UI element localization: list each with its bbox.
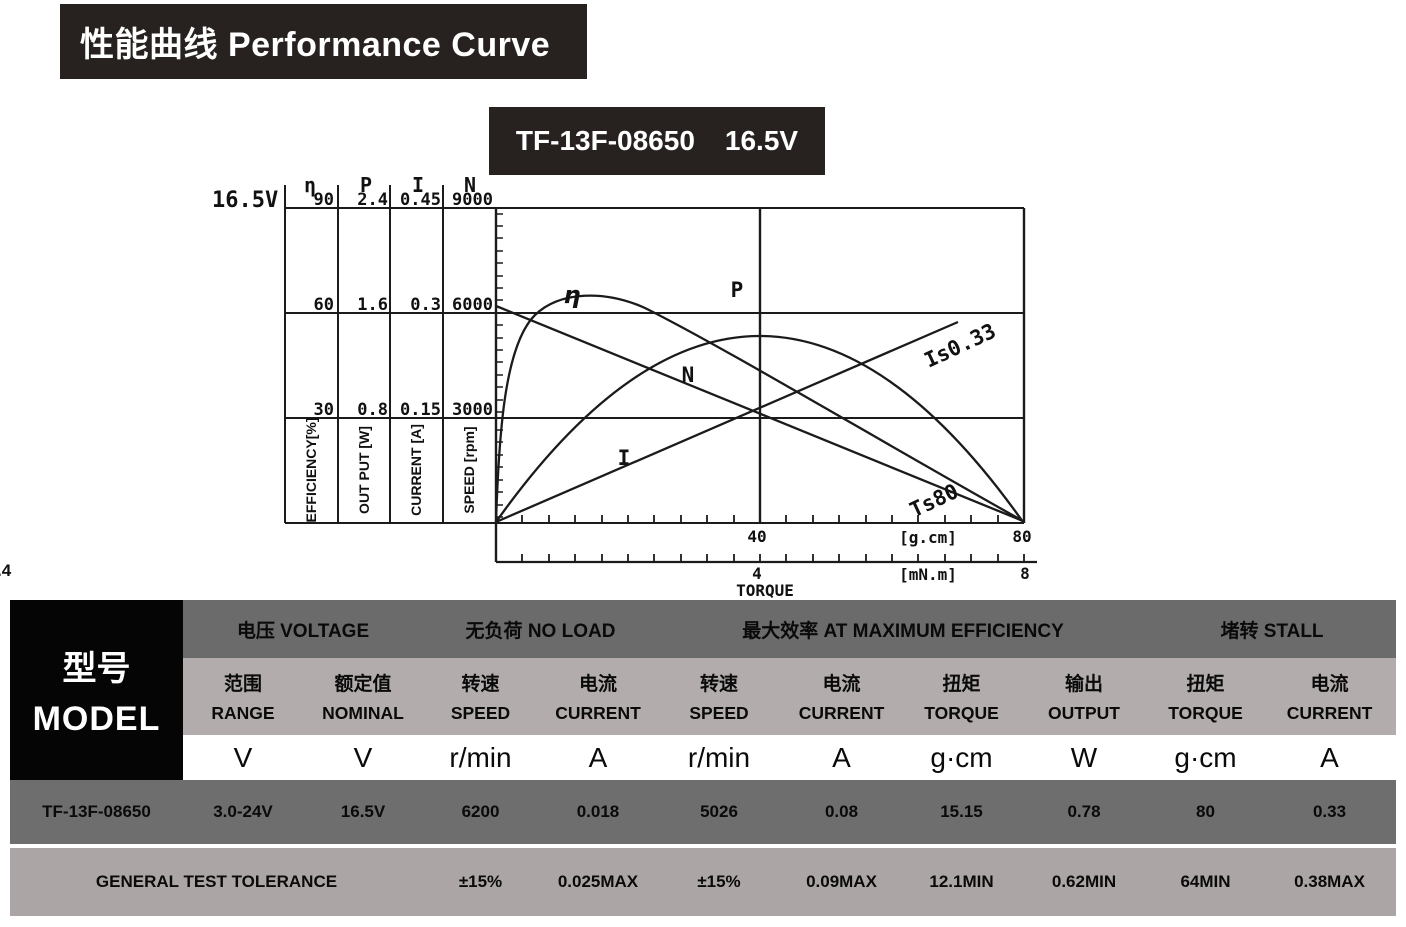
torque-mnm-ticks	[521, 554, 1025, 562]
scale-table-lines	[284, 185, 1024, 524]
colhead-me-torque: 扭矩 TORQUE	[903, 658, 1020, 735]
tol-me-output: 0.62MIN	[1020, 848, 1148, 916]
curves	[494, 294, 1024, 524]
curve-speed-n	[495, 304, 1024, 523]
colhead-me-speed: 转速 SPEED	[658, 658, 780, 735]
group-voltage: 电压 VOLTAGE	[183, 600, 423, 658]
tick-p-2_4: 2.4	[357, 190, 388, 210]
val-nl-speed: 6200	[423, 780, 538, 844]
group-no-load: 无负荷 NO LOAD	[423, 600, 658, 658]
tick-n-6000: 6000	[452, 295, 493, 315]
page-title: 性能曲线 Performance Curve	[80, 26, 551, 64]
chart-voltage: 16.5V	[724, 125, 799, 156]
axis-name-current: CURRENT [A]	[408, 424, 424, 516]
unit-me-torque: g·cm	[903, 735, 1020, 780]
tol-st-torque: 64MIN	[1148, 848, 1263, 916]
tick-i-0_45: 0.45	[400, 190, 441, 210]
chart-model-box: TF-13F-08650 16.5V	[489, 107, 825, 175]
label-stall-current: Is0.33	[921, 319, 1000, 373]
tol-me-speed: ±15%	[658, 848, 780, 916]
curve-output-p	[495, 334, 1024, 523]
unit-nominal: V	[303, 735, 423, 780]
tol-me-current: 0.09MAX	[780, 848, 903, 916]
xunit-gcm: [g.cm]	[899, 528, 957, 547]
group-max-efficiency: 最大效率 AT MAXIMUM EFFICIENCY	[658, 600, 1148, 658]
tick-n-3000: 3000	[452, 400, 493, 420]
unit-nl-current: A	[538, 735, 658, 780]
performance-curve-chart: η P I N 16.5V 90 2.4 0.45 9000 60 1.6 0.…	[212, 173, 1037, 600]
tick-n-9000: 9000	[452, 190, 493, 210]
axis-name-speed: SPEED [rpm]	[461, 426, 477, 513]
unit-me-current: A	[780, 735, 903, 780]
unit-me-output: W	[1020, 735, 1148, 780]
tol-me-torque: 12.1MIN	[903, 848, 1020, 916]
tick-i-0_3: 0.3	[410, 295, 441, 315]
spec-table: 型号 MODEL 电压 VOLTAGE 无负荷 NO LOAD 最大效率 AT …	[10, 600, 1396, 916]
tick-eta-60: 60	[314, 295, 334, 315]
model-header-en: MODEL	[32, 700, 161, 738]
label-n-curve: N	[682, 363, 695, 387]
x-axis-title: TORQUE	[736, 581, 794, 600]
tick-p-1_6: 1.6	[357, 295, 388, 315]
xunit-mnm: [mN.m]	[899, 565, 957, 584]
chart-model-number: TF-13F-08650	[515, 125, 695, 156]
colhead-nl-current: 电流 CURRENT	[538, 658, 658, 735]
xtick-4: 4	[752, 564, 762, 583]
colhead-nominal: 额定值 NOMINAL	[303, 658, 423, 735]
label-eta-curve: η	[563, 281, 580, 309]
row-model-number: TF-13F-08650	[10, 780, 183, 844]
label-i-curve: I	[618, 446, 631, 470]
model-header-cn: 型号	[62, 650, 131, 688]
val-me-output: 0.78	[1020, 780, 1148, 844]
val-nl-current: 0.018	[538, 780, 658, 844]
val-me-torque: 15.15	[903, 780, 1020, 844]
label-p-curve: P	[731, 278, 744, 302]
tick-eta-30: 30	[314, 400, 334, 420]
unit-nl-speed: r/min	[423, 735, 538, 780]
colhead-range: 范围 RANGE	[183, 658, 303, 735]
group-stall: 堵转 STALL	[1148, 600, 1396, 658]
plot-border	[494, 208, 1026, 562]
chart-voltage-label: 16.5V	[212, 188, 278, 213]
tick-p-0_8: 0.8	[357, 400, 388, 420]
xtick-80: 80	[1012, 527, 1031, 546]
val-st-torque: 80	[1148, 780, 1263, 844]
tol-nl-current: 0.025MAX	[538, 848, 658, 916]
tick-i-0_15: 0.15	[400, 400, 441, 420]
xtick-40: 40	[747, 527, 766, 546]
val-range: 3.0-24V	[183, 780, 303, 844]
colhead-st-current: 电流 CURRENT	[1263, 658, 1396, 735]
page-title-banner: 性能曲线 Performance Curve	[60, 4, 587, 79]
curve-current-i	[495, 320, 959, 524]
curve-efficiency-eta	[494, 294, 1024, 523]
torque-gcm-ticks	[521, 515, 999, 523]
colhead-st-torque: 扭矩 TORQUE	[1148, 658, 1263, 735]
col-symbol-eta: η	[304, 173, 316, 197]
col-symbol-p: P	[360, 173, 372, 197]
val-nominal: 16.5V	[303, 780, 423, 844]
tolerance-label: GENERAL TEST TOLERANCE	[10, 848, 423, 916]
tol-st-current: 0.38MAX	[1263, 848, 1396, 916]
colhead-me-output: 输出 OUTPUT	[1020, 658, 1148, 735]
axis-name-efficiency: EFFICIENCY[%]	[303, 418, 319, 523]
colhead-me-current: 电流 CURRENT	[780, 658, 903, 735]
val-me-speed: 5026	[658, 780, 780, 844]
tol-nl-speed: ±15%	[423, 848, 538, 916]
table-model-header: 型号 MODEL	[10, 600, 183, 780]
xtick-8: 8	[1020, 564, 1030, 583]
unit-st-current: A	[1263, 735, 1396, 780]
unit-st-torque: g·cm	[1148, 735, 1263, 780]
col-symbol-n: N	[464, 173, 476, 197]
val-me-current: 0.08	[780, 780, 903, 844]
col-symbol-i: I	[412, 173, 424, 197]
colhead-nl-speed: 转速 SPEED	[423, 658, 538, 735]
tick-eta-90: 90	[314, 190, 334, 210]
unit-me-speed: r/min	[658, 735, 780, 780]
val-st-current: 0.33	[1263, 780, 1396, 844]
unit-range: V	[183, 735, 303, 780]
axis-name-output: OUT PUT [W]	[356, 426, 372, 514]
stray-page-edge-text: .4	[0, 561, 12, 580]
